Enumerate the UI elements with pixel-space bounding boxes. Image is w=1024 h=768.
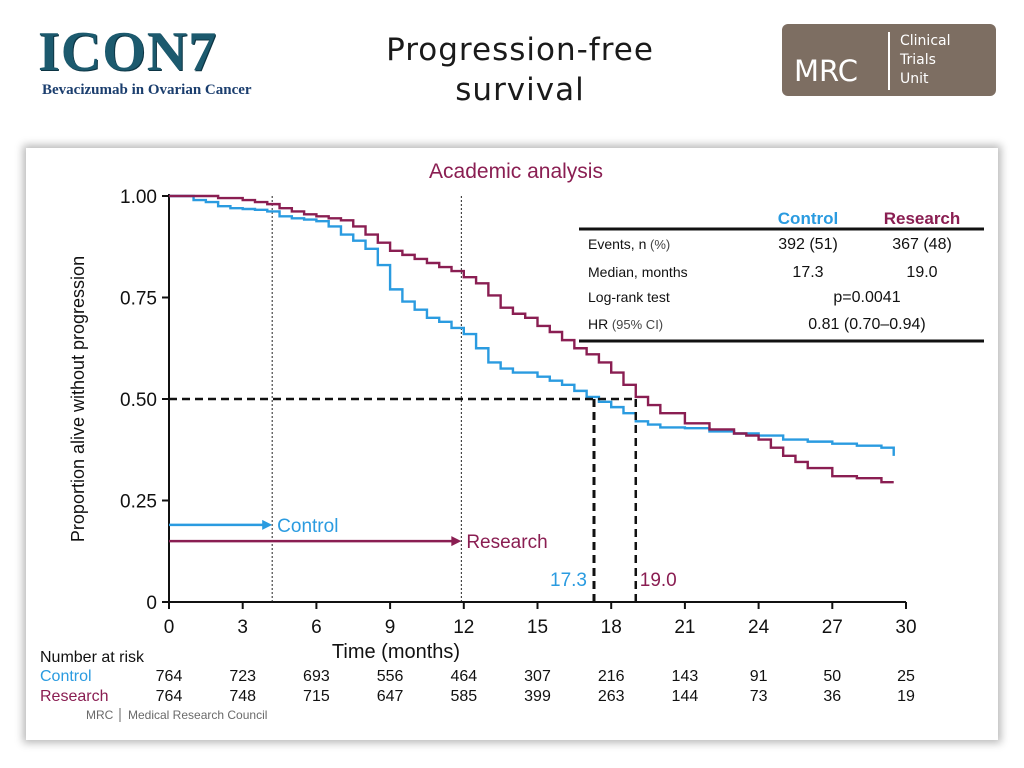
risk-value: 19 bbox=[897, 688, 915, 705]
risk-value: 693 bbox=[303, 668, 330, 685]
icon7-logo: ICON7 Bevacizumab in Ovarian Cancer bbox=[38, 22, 298, 102]
risk-table-title: Number at risk bbox=[40, 649, 145, 666]
risk-row-label-control: Control bbox=[40, 668, 92, 685]
logo-text: ICON7 bbox=[38, 21, 218, 83]
x-tick-label: 6 bbox=[311, 617, 322, 638]
slide-title: Progression-free survival bbox=[320, 30, 720, 110]
x-tick-label: 12 bbox=[453, 617, 474, 638]
stats-header-control: Control bbox=[778, 209, 838, 228]
stats-row-research-value: 367 (48) bbox=[892, 236, 952, 253]
mrc-badge-line3: Unit bbox=[900, 71, 929, 87]
stats-row-label-suffix: (%) bbox=[646, 237, 670, 252]
stats-row-control-value: 17.3 bbox=[792, 264, 823, 281]
slide-title-line1: Progression-free bbox=[386, 32, 654, 68]
stats-row-label: Median, months bbox=[588, 264, 688, 280]
risk-value: 73 bbox=[750, 688, 768, 705]
mrc-badge-unit: Clinical Trials Unit bbox=[900, 32, 950, 89]
stats-row-label-main: Median, months bbox=[588, 264, 688, 280]
mrc-badge-abbr: MRC bbox=[794, 54, 858, 88]
y-axis-label: Proportion alive without progression bbox=[68, 256, 88, 542]
stats-header-research: Research bbox=[884, 209, 961, 228]
mrc-badge-divider bbox=[888, 32, 890, 90]
risk-value: 216 bbox=[598, 668, 625, 685]
stats-table-background bbox=[579, 230, 984, 341]
risk-value: 263 bbox=[598, 688, 625, 705]
x-tick-label: 21 bbox=[674, 617, 695, 638]
risk-value: 464 bbox=[450, 668, 477, 685]
mrc-ctu-logo: MRC Clinical Trials Unit bbox=[782, 24, 996, 96]
x-axis-label: Time (months) bbox=[332, 641, 460, 663]
risk-value: 91 bbox=[750, 668, 768, 685]
risk-value: 144 bbox=[672, 688, 699, 705]
risk-value: 585 bbox=[450, 688, 477, 705]
risk-value: 715 bbox=[303, 688, 330, 705]
risk-value: 556 bbox=[377, 668, 404, 685]
risk-value: 307 bbox=[524, 668, 551, 685]
risk-value: 50 bbox=[823, 668, 841, 685]
y-tick-label: 0.50 bbox=[120, 390, 157, 411]
risk-value: 647 bbox=[377, 688, 404, 705]
stats-row-value: 0.81 (0.70–0.94) bbox=[808, 316, 925, 333]
chart-title: Academic analysis bbox=[429, 160, 603, 183]
risk-value: 764 bbox=[156, 688, 183, 705]
x-tick-label: 18 bbox=[601, 617, 622, 638]
stats-row-value: p=0.0041 bbox=[833, 289, 900, 306]
risk-row-label-research: Research bbox=[40, 688, 108, 705]
logo-subtitle: Bevacizumab in Ovarian Cancer bbox=[42, 82, 252, 98]
arrow-label-research: Research bbox=[466, 532, 547, 553]
stats-row-label: Events, n (%) bbox=[588, 236, 670, 252]
stats-row-control-value: 392 (51) bbox=[778, 236, 838, 253]
risk-value: 764 bbox=[156, 668, 183, 685]
footer-mrc-name: Medical Research Council bbox=[128, 708, 267, 722]
stats-row-label-suffix: (95% CI) bbox=[608, 317, 663, 332]
stats-row-label: HR (95% CI) bbox=[588, 316, 663, 332]
y-tick-label: 0 bbox=[146, 593, 157, 614]
risk-value: 748 bbox=[229, 688, 256, 705]
median-research-label: 19.0 bbox=[640, 570, 677, 591]
stats-row-label-main: HR bbox=[588, 316, 608, 332]
series-line-research bbox=[169, 194, 894, 484]
median-control-label: 17.3 bbox=[550, 570, 587, 591]
x-tick-label: 27 bbox=[822, 617, 843, 638]
y-tick-label: 1.00 bbox=[120, 187, 157, 208]
stats-row-label-main: Log-rank test bbox=[588, 289, 670, 305]
x-tick-label: 24 bbox=[748, 617, 770, 638]
mrc-badge-line1: Clinical bbox=[900, 33, 951, 49]
risk-value: 723 bbox=[229, 668, 256, 685]
y-tick-label: 0.25 bbox=[120, 492, 157, 513]
y-tick-label: 0.75 bbox=[120, 289, 157, 310]
footer-mrc-abbr: MRC bbox=[86, 708, 114, 722]
risk-value: 36 bbox=[823, 688, 841, 705]
x-tick-label: 30 bbox=[895, 617, 916, 638]
risk-value: 143 bbox=[672, 668, 699, 685]
arrow-head-control bbox=[262, 519, 273, 530]
slide-title-line2: survival bbox=[455, 72, 585, 108]
mrc-badge-line2: Trials bbox=[900, 52, 936, 68]
arrow-head-research bbox=[451, 536, 462, 547]
risk-value: 25 bbox=[897, 668, 915, 685]
x-tick-label: 15 bbox=[527, 617, 548, 638]
risk-value: 399 bbox=[524, 688, 551, 705]
chart-panel: Academic analysis 0 0.25 0.50 0.75 1.00 0 3 6 9 12… bbox=[26, 148, 998, 740]
stats-row-label: Log-rank test bbox=[588, 289, 670, 305]
stats-row-label-main: Events, n bbox=[588, 236, 646, 252]
arrow-label-control: Control bbox=[277, 516, 338, 537]
x-tick-label: 0 bbox=[164, 617, 175, 638]
stats-row-research-value: 19.0 bbox=[906, 264, 937, 281]
x-tick-label: 9 bbox=[385, 617, 396, 638]
x-tick-label: 3 bbox=[237, 617, 248, 638]
